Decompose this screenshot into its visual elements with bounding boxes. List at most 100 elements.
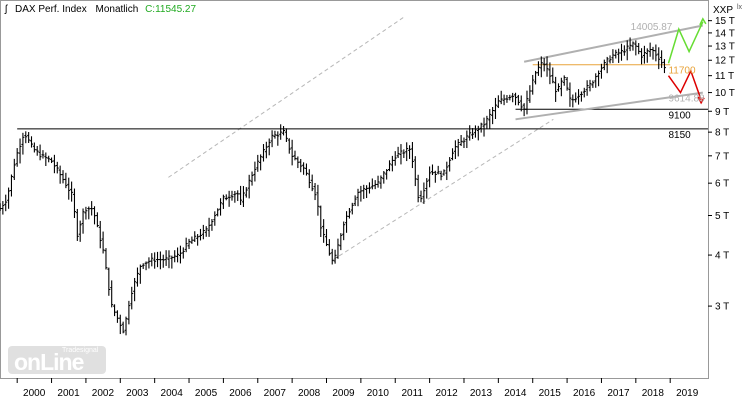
ohlc-bar	[473, 125, 477, 138]
ohlc-bar	[534, 70, 538, 85]
ohlc-bar	[204, 226, 208, 237]
ohlc-bar	[87, 206, 91, 220]
ohlc-bar	[654, 44, 658, 62]
ohlc-bar	[38, 144, 42, 161]
ohlc-bar	[462, 137, 466, 149]
y-tick-label: 4 T	[715, 251, 729, 262]
ohlc-bar	[207, 217, 211, 237]
ohlc-bar	[267, 138, 271, 156]
y-tick-label: 9 T	[715, 107, 729, 118]
ohlc-bar	[81, 208, 85, 234]
ohlc-bar	[456, 138, 460, 157]
ohlc-bar	[221, 194, 225, 209]
ohlc-bar	[115, 310, 119, 323]
ohlc-bar	[594, 73, 598, 88]
ohlc-bar	[350, 202, 354, 215]
ohlc-bar	[293, 150, 297, 161]
x-tick-label: 2004	[161, 388, 184, 399]
ohlc-bar	[651, 46, 655, 60]
ohlc-bar	[319, 205, 323, 238]
ohlc-bar	[622, 45, 626, 56]
trend-lines	[17, 15, 708, 260]
ohlc-bar	[55, 161, 59, 174]
ohlc-bar	[628, 37, 632, 52]
ohlc-bar	[52, 154, 56, 174]
x-tick-label: 2011	[401, 388, 423, 399]
ohlc-bar	[660, 50, 664, 68]
ohlc-bar	[322, 219, 326, 243]
ohlc-bar	[445, 161, 449, 181]
ohlc-bar	[256, 154, 260, 172]
ohlc-bar	[556, 83, 560, 92]
x-tick-label: 2003	[126, 388, 149, 399]
ohlc-bar	[559, 77, 563, 97]
ohlc-bar	[408, 145, 412, 159]
ohlc-bar	[58, 165, 62, 184]
ohlc-bar	[279, 124, 283, 140]
ohlc-bar	[213, 211, 217, 226]
ohlc-bar	[21, 132, 25, 155]
ohlc-bar	[365, 185, 369, 199]
ohlc-bar	[153, 252, 157, 269]
x-tick-label: 2018	[642, 388, 665, 399]
ohlc-bar	[385, 169, 389, 180]
ohlc-bar	[642, 45, 646, 64]
ohlc-bar	[373, 180, 377, 190]
ohlc-bar	[582, 87, 586, 98]
ohlc-bar	[620, 43, 624, 61]
ohlc-bar	[542, 58, 546, 72]
last-value-label: C:11545.27	[145, 4, 196, 15]
ohlc-bar	[336, 238, 340, 259]
ohlc-bar	[425, 178, 429, 199]
ohlc-bar	[124, 316, 128, 336]
ohlc-bar	[390, 155, 394, 172]
ohlc-bars	[0, 37, 666, 336]
ohlc-bar	[565, 76, 569, 91]
x-tick-label: 2019	[676, 388, 699, 399]
logo-box	[8, 346, 106, 374]
dashed-channel-upper	[168, 15, 406, 178]
ohlc-bar	[12, 158, 16, 180]
corner-mark: lx	[737, 4, 743, 11]
x-tick-label: 2009	[332, 388, 355, 399]
ohlc-bar	[471, 128, 475, 139]
ohlc-bar	[239, 185, 243, 206]
ohlc-bar	[216, 208, 220, 217]
x-tick-label: 2008	[298, 388, 321, 399]
ohlc-bar	[184, 237, 188, 253]
ohlc-bar	[167, 250, 171, 269]
ohlc-bar	[196, 234, 200, 246]
ohlc-bar	[485, 115, 489, 129]
ohlc-bar	[110, 280, 114, 308]
ohlc-bar	[634, 40, 638, 56]
instrument-name: DAX Perf. Index	[15, 4, 87, 15]
ohlc-bar	[135, 267, 139, 287]
ohlc-bar	[158, 251, 162, 270]
ohlc-bar	[359, 185, 363, 202]
ohlc-bar	[130, 286, 134, 310]
ohlc-bar	[605, 56, 609, 74]
ohlc-bar	[64, 172, 68, 189]
ohlc-bar	[614, 49, 618, 59]
channel-upper	[523, 24, 704, 63]
ohlc-bar	[307, 169, 311, 189]
y-unit-label: XXP	[713, 5, 733, 16]
ohlc-bar	[1, 201, 5, 215]
ohlc-bar	[287, 138, 291, 154]
ohlc-bar	[433, 170, 437, 183]
ohlc-bar	[259, 154, 263, 171]
ohlc-bar	[138, 264, 142, 284]
ohlc-bar	[451, 148, 455, 161]
ohlc-bar	[299, 158, 303, 173]
ohlc-bar	[342, 221, 346, 241]
ohlc-bar	[347, 207, 351, 219]
ohlc-bar	[310, 174, 314, 192]
ohlc-bar	[525, 90, 529, 115]
ohlc-bar	[161, 254, 165, 268]
ohlc-bar	[522, 103, 526, 117]
period-label: Monatlich	[95, 4, 138, 15]
ohlc-bar	[617, 48, 621, 63]
ohlc-bar	[282, 126, 286, 136]
level-8150-label: 8150	[668, 130, 691, 141]
bear-projection-path	[667, 68, 702, 101]
